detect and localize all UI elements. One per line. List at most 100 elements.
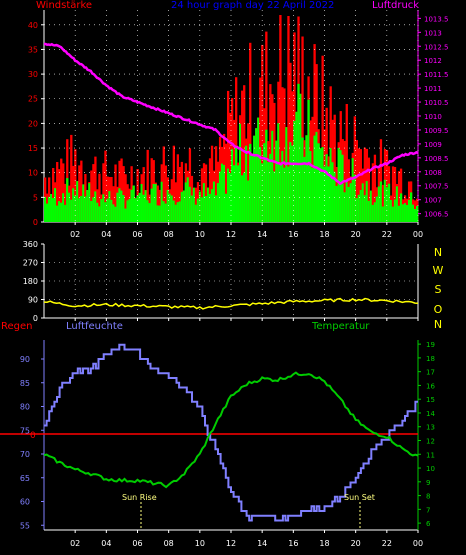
average-bar xyxy=(265,129,268,222)
rain-zero-label: 0 xyxy=(30,431,36,441)
gust-bar xyxy=(204,164,208,222)
average-bar xyxy=(114,206,117,222)
average-bar xyxy=(170,195,173,222)
average-bar xyxy=(293,120,296,222)
average-bar xyxy=(315,131,318,222)
pressure-path xyxy=(43,42,419,186)
humidity-line xyxy=(44,343,418,522)
average-bar xyxy=(355,198,358,222)
average-bar xyxy=(208,193,212,222)
average-bar xyxy=(200,197,204,222)
average-bar xyxy=(365,181,369,222)
gust-bar xyxy=(156,185,159,222)
gust-bar xyxy=(52,168,55,222)
average-bar xyxy=(172,200,175,222)
average-bar xyxy=(92,197,95,222)
average-bar xyxy=(281,150,284,222)
average-bar xyxy=(237,165,240,222)
average-bar xyxy=(152,183,155,222)
average-bar xyxy=(261,163,264,222)
average-bar xyxy=(174,204,178,222)
wind-y-tick-label: 0 xyxy=(33,218,38,227)
average-bar xyxy=(78,198,81,222)
average-bar xyxy=(154,184,157,222)
compass-label: S xyxy=(435,283,442,296)
climate-x-tick-label: 16 xyxy=(288,539,298,548)
wind-y-tick-label: 5 xyxy=(33,193,38,202)
gust-bar xyxy=(391,166,395,222)
average-bar xyxy=(337,148,340,222)
average-bar xyxy=(130,189,133,222)
average-bar xyxy=(48,196,51,222)
average-bar xyxy=(202,183,206,222)
gust-bar xyxy=(200,168,204,222)
average-bar xyxy=(120,190,123,222)
average-bar xyxy=(299,93,302,222)
wind-y-tick-label: 40 xyxy=(28,21,38,30)
pressure-y-tick-label: 1006.5 xyxy=(424,211,449,219)
average-bar xyxy=(307,99,310,222)
average-bar xyxy=(56,205,59,222)
average-bar xyxy=(110,199,113,222)
climate-x-tick-label: 06 xyxy=(132,539,142,548)
average-bar xyxy=(128,198,131,222)
average-bar xyxy=(194,204,198,222)
wind-x-tick-label: 12 xyxy=(226,230,236,239)
humidity-path xyxy=(44,343,418,522)
gust-bar xyxy=(142,167,145,222)
gust-bar xyxy=(112,186,115,222)
direction-grid xyxy=(44,244,419,321)
compass-label: N xyxy=(434,318,442,331)
average-bar xyxy=(144,190,147,222)
average-bar xyxy=(255,128,258,222)
gust-bar xyxy=(120,158,123,222)
average-bar xyxy=(218,171,222,222)
temperature-y-tick-label: 18 xyxy=(426,355,435,363)
average-bar xyxy=(84,196,87,222)
average-bar xyxy=(190,195,194,222)
wind-x-tick-label: 18 xyxy=(319,230,329,239)
gust-bar xyxy=(269,84,272,222)
average-bar xyxy=(62,193,65,222)
temperature-axis-label: Temperatur xyxy=(312,321,370,332)
average-bar xyxy=(212,181,216,222)
gust-bar xyxy=(228,112,232,222)
average-bar xyxy=(351,158,354,222)
average-bar xyxy=(196,198,200,222)
gust-bar xyxy=(379,139,383,222)
pressure-y-tick-label: 1012 xyxy=(424,57,442,65)
average-bar xyxy=(377,186,381,222)
pressure-y-tick-label: 1013.5 xyxy=(424,15,449,23)
average-bar xyxy=(319,148,322,222)
direction-y-tick-label: 360 xyxy=(23,240,38,249)
average-bar xyxy=(224,193,228,222)
wind-axis-label: Windstärke xyxy=(36,0,93,11)
gust-bar xyxy=(261,44,264,223)
average-bar xyxy=(335,185,338,222)
average-bar xyxy=(277,123,280,222)
humidity-y-ticks: 55 60 65 70 75 80 85 90 xyxy=(20,355,44,530)
average-bar xyxy=(70,199,73,222)
average-bar xyxy=(393,199,397,222)
gust-bar xyxy=(321,55,324,223)
gust-bar xyxy=(381,184,385,222)
gust-bar xyxy=(363,147,367,222)
average-bar xyxy=(178,201,182,222)
temperature-y-tick-label: 7 xyxy=(426,506,430,514)
average-bar xyxy=(375,196,379,222)
average-bar xyxy=(333,171,336,222)
average-bar xyxy=(164,203,167,222)
average-bar xyxy=(339,150,342,222)
gust-bar xyxy=(397,171,401,222)
gust-bar xyxy=(265,31,268,222)
gust-bar xyxy=(224,143,228,222)
average-bar xyxy=(329,148,332,222)
average-bar xyxy=(80,196,83,222)
average-bar xyxy=(72,188,75,222)
average-bar xyxy=(295,111,298,222)
gust-bar xyxy=(283,88,286,223)
average-bar xyxy=(249,143,252,222)
pressure-y-tick-label: 1012.5 xyxy=(424,43,449,51)
